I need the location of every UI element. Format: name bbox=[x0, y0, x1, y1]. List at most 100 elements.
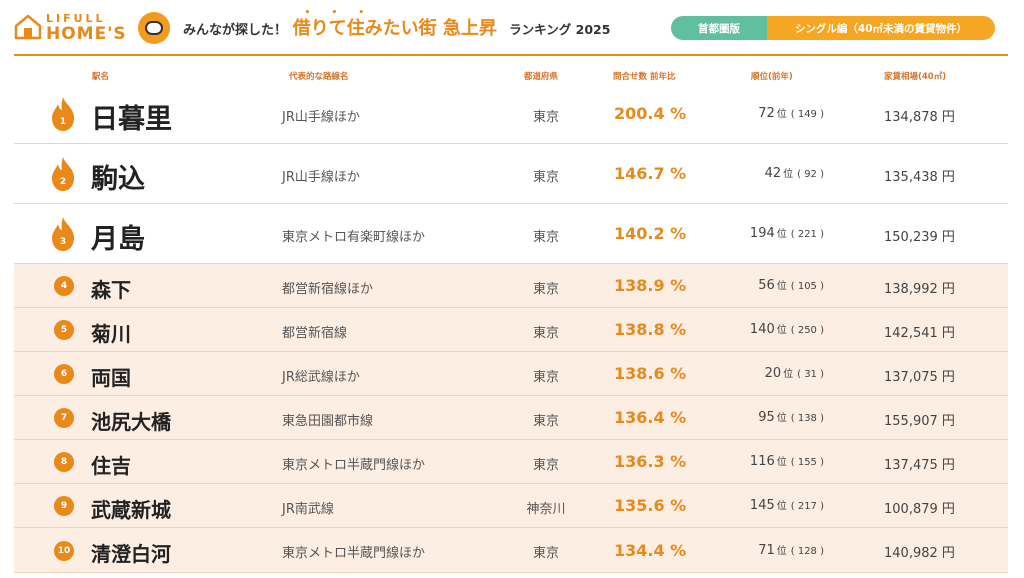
rank-cell: 194 位( 221 ) bbox=[750, 225, 824, 241]
station-name: 池尻大橋 bbox=[91, 409, 171, 434]
current-rank: 71 bbox=[758, 542, 775, 558]
rent-price: 150,239 円 bbox=[884, 229, 955, 245]
line-name: JR総武線ほか bbox=[282, 369, 360, 385]
rent-price: 155,907 円 bbox=[884, 413, 955, 429]
flame-icon: 3 bbox=[52, 217, 74, 251]
current-rank: 140 bbox=[749, 322, 775, 337]
table-row[interactable]: 3 月島 東京メトロ有楽町線ほか 東京 140.2 % 194 位( 221 ) 150,23… bbox=[14, 204, 1008, 264]
rank-badge-icon: 6 bbox=[54, 364, 74, 384]
inquiry-ratio: 135.6 % bbox=[614, 496, 687, 516]
current-rank: 194 bbox=[749, 226, 775, 241]
station-name: 森下 bbox=[91, 277, 131, 302]
region-tag[interactable]: 首都圏版 bbox=[671, 16, 767, 40]
line-name: 東京メトロ半蔵門線ほか bbox=[282, 457, 426, 473]
title-emphasis-text: 借りて住みたい街 急上昇 bbox=[292, 18, 497, 39]
col-station: 駅名 bbox=[92, 72, 110, 82]
rank-cell: 140 位( 250 ) bbox=[750, 321, 824, 337]
previous-rank: ( 105 ) bbox=[790, 281, 824, 292]
previous-rank: ( 128 ) bbox=[790, 545, 824, 557]
prefecture: 東京 bbox=[532, 109, 559, 125]
rank-cell: 42 位( 92 ) bbox=[765, 165, 824, 181]
rent-price: 138,992 円 bbox=[884, 281, 955, 297]
rent-price: 137,475 円 bbox=[884, 457, 955, 473]
lifull-homes-logo[interactable]: LIFULL HOME'S bbox=[14, 10, 170, 46]
rent-price: 134,878 円 bbox=[884, 109, 955, 125]
rent-price: 135,438 円 bbox=[884, 169, 955, 185]
logo-wordmark-top: LIFULL bbox=[46, 12, 106, 25]
previous-rank: ( 92 ) bbox=[797, 169, 824, 180]
current-rank: 56 bbox=[758, 278, 775, 293]
line-name: 都営新宿線 bbox=[282, 325, 348, 341]
line-name: JR南武線 bbox=[282, 501, 334, 517]
table-row[interactable]: 1 日暮里 JR山手線ほか 東京 200.4 % 72 位( 149 ) 134,878 円 bbox=[14, 84, 1008, 144]
rank-cell: 95 位( 138 ) bbox=[758, 409, 824, 425]
emphasis-dots: • • • bbox=[304, 8, 374, 18]
col-rent: 家賃相場(40㎡) bbox=[884, 72, 947, 82]
flame-icon: 1 bbox=[52, 97, 74, 131]
flame-icon: 2 bbox=[52, 157, 74, 191]
rent-price: 100,879 円 bbox=[884, 501, 955, 517]
prefecture: 東京 bbox=[532, 169, 559, 185]
line-name: 東京メトロ有楽町線ほか bbox=[282, 229, 426, 245]
table-row[interactable]: 7 池尻大橋 東急田園都市線 東京 136.4 % 95 位( 138 ) 155,907 円 bbox=[14, 396, 1008, 440]
rank-badge-icon: 5 bbox=[54, 320, 74, 340]
rent-price: 137,075 円 bbox=[884, 369, 955, 385]
previous-rank: ( 217 ) bbox=[790, 501, 824, 512]
category-tag[interactable]: シングル編（40㎡未満の賃貸物件） bbox=[767, 16, 995, 40]
title-prefix: みんなが探した！ bbox=[183, 23, 288, 38]
current-rank: 72 bbox=[758, 106, 775, 121]
inquiry-ratio: 136.4 % bbox=[614, 408, 687, 428]
station-name: 両国 bbox=[91, 365, 131, 390]
current-rank: 145 bbox=[749, 498, 775, 513]
inquiry-ratio: 138.6 % bbox=[614, 364, 687, 384]
line-name: 東京メトロ半蔵門線ほか bbox=[282, 546, 426, 562]
inquiry-ratio: 134.4 % bbox=[614, 540, 687, 560]
station-name: 住吉 bbox=[91, 453, 131, 478]
table-row[interactable]: 4 森下 都営新宿線ほか 東京 138.9 % 56 位( 105 ) 138,992 円 bbox=[14, 264, 1008, 308]
rank-unit: 位 bbox=[783, 369, 794, 380]
table-row[interactable]: 9 武蔵新城 JR南武線 神奈川 135.6 % 145 位( 217 ) 100,879 円 bbox=[14, 484, 1008, 528]
rank-unit: 位 bbox=[776, 413, 787, 424]
inquiry-ratio: 200.4 % bbox=[614, 104, 687, 124]
prefecture: 東京 bbox=[532, 281, 559, 297]
rank-unit: 位 bbox=[776, 109, 787, 120]
prefecture: 神奈川 bbox=[526, 501, 566, 517]
line-name: 都営新宿線ほか bbox=[282, 281, 374, 297]
previous-rank: ( 138 ) bbox=[790, 413, 824, 424]
rank-unit: 位 bbox=[776, 501, 787, 512]
table-row[interactable]: 10 清澄白河 東京メトロ半蔵門線ほか 東京 134.4 % 71 位( 128 ) 140,… bbox=[14, 528, 1008, 573]
rank-cell: 116 位( 155 ) bbox=[750, 453, 824, 469]
rank-badge-icon: 8 bbox=[54, 452, 74, 472]
inquiry-ratio: 138.8 % bbox=[614, 320, 687, 340]
rank-unit: 位 bbox=[776, 545, 787, 557]
rank-number: 2 bbox=[60, 177, 66, 187]
house-logo-icon bbox=[14, 14, 42, 40]
station-name: 武蔵新城 bbox=[91, 497, 171, 522]
title-emphasis: • • • 借りて住みたい街 急上昇 bbox=[292, 8, 504, 39]
rank-badge-icon: 7 bbox=[54, 408, 74, 428]
header: LIFULL HOME'S みんなが探した！ • • • 借りて住みたい街 急上… bbox=[0, 0, 1024, 54]
table-row[interactable]: 6 両国 JR総武線ほか 東京 138.6 % 20 位( 31 ) 137,075 円 bbox=[14, 352, 1008, 396]
rent-price: 142,541 円 bbox=[884, 325, 955, 341]
rank-cell: 145 位( 217 ) bbox=[750, 497, 824, 513]
rank-cell: 56 位( 105 ) bbox=[758, 277, 824, 293]
col-line: 代表的な路線名 bbox=[289, 72, 349, 82]
mascot-icon bbox=[138, 12, 170, 44]
rank-unit: 位 bbox=[783, 169, 794, 180]
table-row[interactable]: 8 住吉 東京メトロ半蔵門線ほか 東京 136.3 % 116 位( 155 ) 137,47… bbox=[14, 440, 1008, 484]
rank-unit: 位 bbox=[776, 281, 787, 292]
prefecture: 東京 bbox=[532, 457, 559, 473]
table-row[interactable]: 2 駒込 JR山手線ほか 東京 146.7 % 42 位( 92 ) 135,438 円 bbox=[14, 144, 1008, 204]
prefecture: 東京 bbox=[532, 369, 559, 385]
rank-number: 1 bbox=[60, 117, 66, 127]
inquiry-ratio: 140.2 % bbox=[614, 224, 687, 244]
rank-unit: 位 bbox=[776, 325, 787, 336]
station-name: 清澄白河 bbox=[91, 542, 171, 567]
rank-cell: 72 位( 149 ) bbox=[758, 105, 824, 121]
rank-cell: 20 位( 31 ) bbox=[765, 365, 824, 381]
category-tags: 首都圏版 シングル編（40㎡未満の賃貸物件） bbox=[671, 16, 995, 40]
previous-rank: ( 155 ) bbox=[790, 457, 824, 468]
title-suffix: ランキング 2025 bbox=[509, 22, 611, 37]
current-rank: 95 bbox=[758, 410, 775, 425]
table-row[interactable]: 5 菊川 都営新宿線 東京 138.8 % 140 位( 250 ) 142,541 円 bbox=[14, 308, 1008, 352]
